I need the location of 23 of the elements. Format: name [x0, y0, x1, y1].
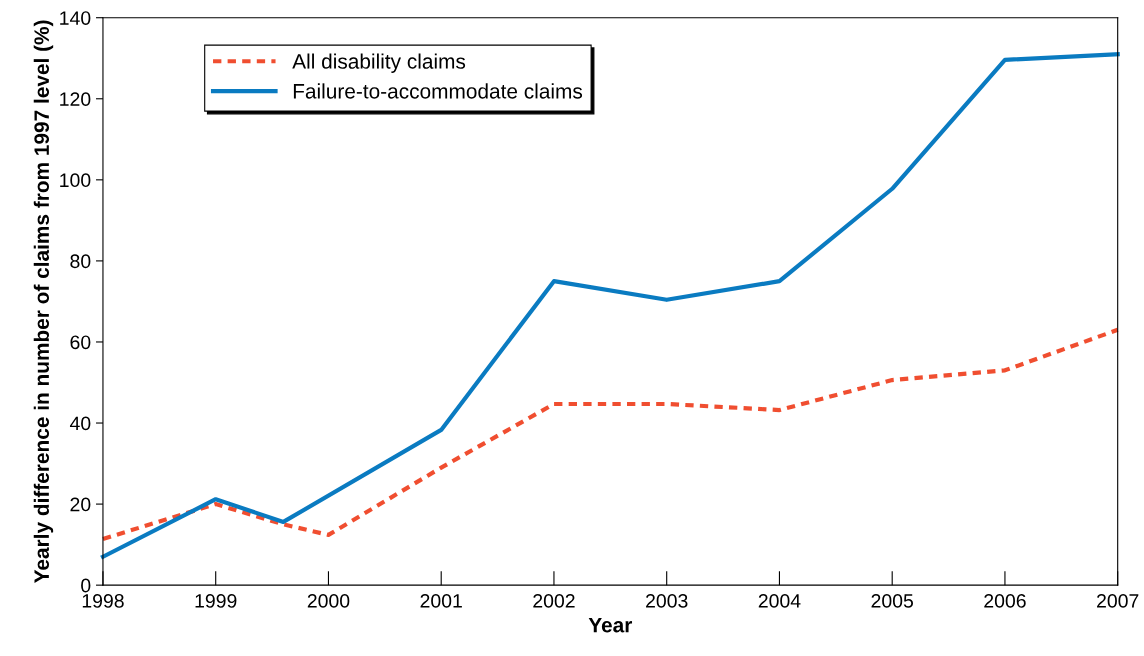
y-tick-label: 120	[60, 92, 91, 107]
x-tick-label: 2004	[758, 594, 801, 608]
x-axis-title: Year	[588, 617, 633, 633]
legend-label: Failure-to-accommodate claims	[293, 83, 583, 99]
y-tick-label: 140	[60, 11, 91, 25]
y-tick-label: 40	[69, 416, 91, 431]
y-tick-label: 0	[81, 578, 91, 593]
y-tick-label: 20	[70, 497, 91, 512]
x-tick-label: 1998	[82, 594, 124, 608]
x-tick-label: 2005	[871, 594, 914, 608]
y-axis-title: Yearly difference in number of claims from 1997 level (%)	[33, 20, 54, 583]
y-tick-label: 100	[60, 173, 91, 188]
x-tick-label: 2006	[984, 594, 1026, 608]
x-tick-label: 2003	[646, 594, 688, 608]
x-tick-label: 2007	[1097, 594, 1139, 608]
y-tick-label: 80	[70, 254, 91, 269]
x-tick-label: 1999	[195, 594, 237, 608]
legend-label: All disability claims	[292, 53, 466, 73]
x-tick-label: 2002	[533, 594, 575, 608]
x-tick-label: 2000	[307, 594, 350, 608]
y-tick-label: 60	[70, 335, 91, 350]
x-tick-label: 2001	[420, 594, 462, 608]
line-series	[100, 52, 1120, 559]
